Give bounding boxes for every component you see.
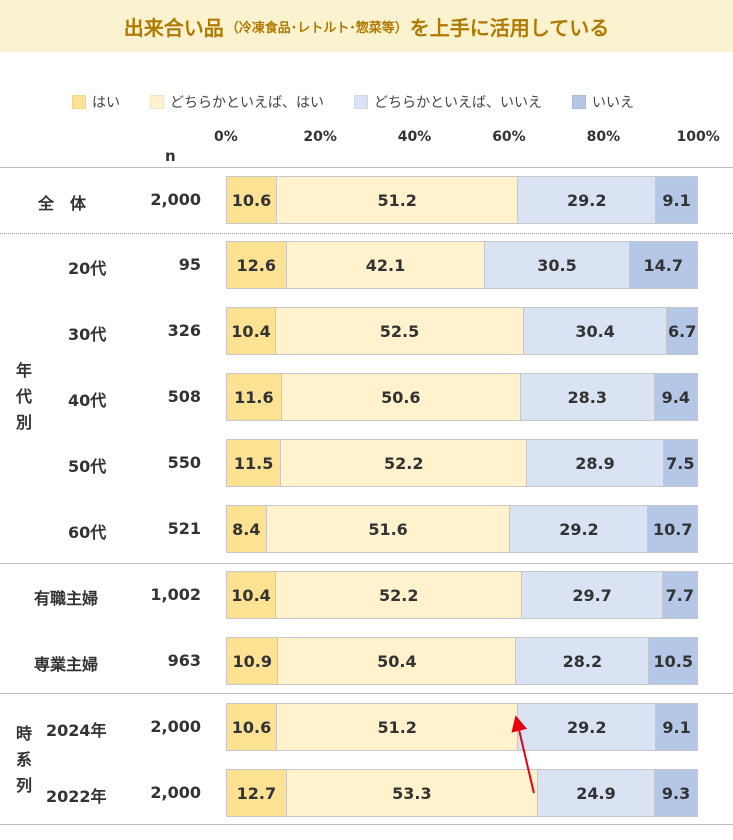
row-label: 専業主婦 [34, 655, 99, 674]
x-tick-label: 40% [397, 129, 432, 145]
x-tick-label: 80% [586, 129, 621, 145]
legend-swatch [354, 95, 368, 109]
row-label: 2024年 [46, 721, 107, 740]
row-label: 60代 [68, 523, 107, 542]
row-separator [0, 167, 733, 168]
bar-segment: 52.2 [280, 439, 527, 487]
bar-segment: 10.4 [226, 571, 276, 619]
bar-segment: 9.1 [655, 176, 698, 224]
row-label: 30代 [68, 325, 107, 344]
bar-segment: 9.3 [654, 769, 698, 817]
row-separator [0, 824, 733, 825]
row-n-value: 508 [167, 387, 201, 406]
title-suffix: を上手に活用している [409, 15, 610, 40]
legend: はい どちらかといえば、はい どちらかといえば、いいえ いいえ [72, 92, 664, 112]
group-label: 時系列 [15, 724, 32, 795]
bar-segment: 7.7 [661, 571, 698, 619]
x-tick-label: 100% [676, 129, 720, 145]
bar-segment: 10.6 [226, 176, 276, 224]
bar-segment: 9.1 [655, 703, 698, 751]
row-separator [0, 693, 733, 694]
bar-segment: 24.9 [536, 769, 655, 817]
row-label: 40代 [68, 391, 107, 410]
legend-swatch [572, 95, 586, 109]
bar-segment: 10.9 [226, 637, 278, 685]
row-n-value: 521 [167, 519, 201, 538]
row-separator [0, 233, 733, 234]
legend-item: はい [72, 92, 120, 112]
bar-segment: 29.2 [517, 703, 656, 751]
bar-segment: 10.5 [648, 637, 698, 685]
row-n-value: 95 [178, 255, 201, 274]
row-n-value: 550 [167, 453, 201, 472]
bar-segment: 51.2 [275, 703, 518, 751]
legend-swatch [150, 95, 164, 109]
bar-segment: 28.2 [515, 637, 649, 685]
row-n-value: 2,000 [150, 190, 201, 209]
bar-segment: 6.7 [666, 307, 698, 355]
bar-segment: 10.6 [226, 703, 276, 751]
row-label: 2022年 [46, 787, 107, 806]
bar-segment: 8.4 [226, 505, 266, 553]
x-tick-label: 60% [492, 129, 526, 145]
legend-swatch [72, 95, 86, 109]
bar-segment: 30.4 [522, 307, 667, 355]
bar-segment: 12.7 [226, 769, 286, 817]
bar-segment: 51.6 [265, 505, 510, 553]
legend-item: いいえ [572, 92, 634, 112]
bar-segment: 52.5 [275, 307, 523, 355]
group-label: 年代別 [15, 361, 32, 432]
row-n-value: 963 [167, 651, 201, 670]
bar-segment: 29.2 [517, 176, 656, 224]
x-tick-label: 20% [303, 129, 337, 145]
bar-segment: 30.5 [484, 241, 629, 289]
bar-segment: 29.7 [521, 571, 662, 619]
bar-segment: 28.3 [519, 373, 654, 421]
bar-segment: 9.4 [653, 373, 698, 421]
bar-segment: 52.2 [275, 571, 522, 619]
row-n-value: 326 [167, 321, 201, 340]
bar-segment: 42.1 [285, 241, 485, 289]
x-tick-label: 0% [214, 129, 238, 145]
row-label: 20代 [68, 259, 107, 278]
legend-label: はい [92, 95, 120, 111]
chart-title: 出来合い品 （冷凍食品･レトルト･惣菜等） を上手に活用している [0, 0, 733, 52]
n-header: n [165, 147, 176, 165]
row-n-value: 2,000 [150, 717, 201, 736]
bar-segment: 7.5 [662, 439, 698, 487]
bar-segment: 51.2 [275, 176, 518, 224]
row-separator [0, 563, 733, 564]
trend-arrow [511, 715, 535, 794]
legend-item: どちらかといえば、はい [150, 92, 324, 112]
row-label: 50代 [68, 457, 107, 476]
row-label: 有職主婦 [34, 589, 99, 608]
legend-label: どちらかといえば、はい [170, 95, 324, 111]
row-n-value: 2,000 [150, 783, 201, 802]
bar-segment: 29.2 [509, 505, 648, 553]
bar-segment: 14.7 [628, 241, 698, 289]
bar-segment: 10.4 [226, 307, 276, 355]
legend-item: どちらかといえば、いいえ [354, 92, 542, 112]
bar-segment: 50.6 [280, 373, 520, 421]
bar-segment: 10.7 [647, 505, 698, 553]
title-main: 出来合い品 [123, 15, 224, 40]
row-n-value: 1,002 [150, 585, 201, 604]
bar-segment: 11.5 [226, 439, 281, 487]
legend-label: いいえ [592, 95, 634, 111]
title-sub: （冷凍食品･レトルト･惣菜等） [225, 20, 408, 36]
legend-label: どちらかといえば、いいえ [374, 95, 542, 111]
bar-segment: 11.6 [226, 373, 281, 421]
bar-segment: 50.4 [277, 637, 516, 685]
bar-segment: 12.6 [226, 241, 286, 289]
bar-segment: 28.9 [526, 439, 663, 487]
bar-segment: 53.3 [285, 769, 537, 817]
row-label: 全 体 [38, 194, 87, 213]
